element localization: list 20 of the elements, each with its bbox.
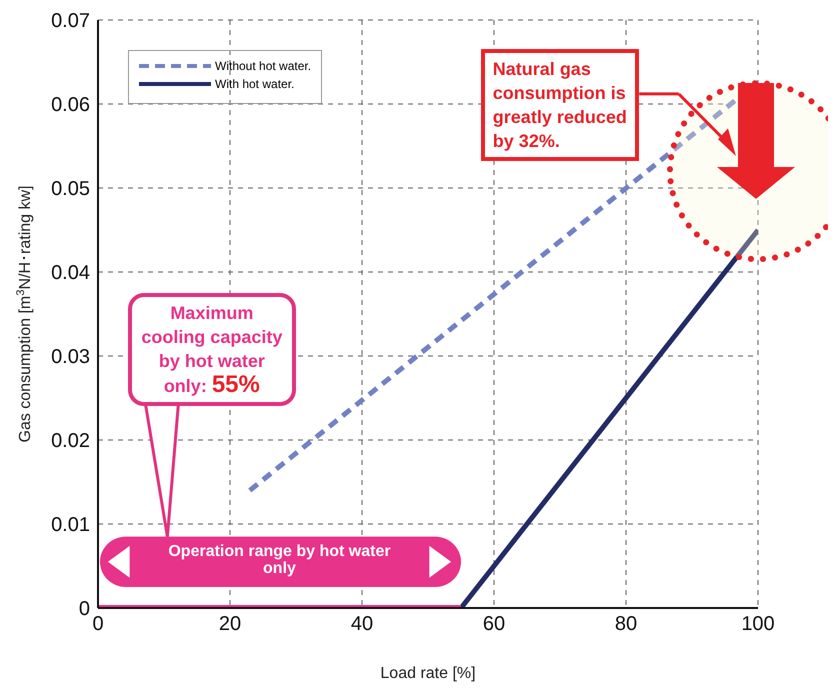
x-tick-label: 40 [350, 613, 374, 636]
y-tick-label: 0.04 [51, 262, 90, 284]
y-tick-label: 0 [78, 598, 90, 620]
x-tick-label: 20 [218, 613, 242, 636]
x-tick-label: 60 [482, 613, 506, 636]
y-tick-label: 0.01 [51, 514, 90, 536]
x-tick-label: 100 [741, 613, 775, 636]
legend-label: With hot water. [215, 77, 294, 91]
annotation: Operation range by hot water only [167, 543, 392, 578]
y-tick-label: 0.06 [51, 94, 90, 116]
x-tick-label: 80 [614, 613, 638, 636]
x-axis-title: Load rate [%] [380, 665, 476, 682]
y-tick-label: 0.02 [51, 430, 90, 452]
legend-label: Without hot water. [215, 59, 312, 73]
x-tick-label: 0 [92, 613, 104, 636]
annotation: Natural gas consumption is greatly reduced by 32%. [480, 49, 640, 162]
annotation: Maximum cooling capacity by hot water only: 55% [128, 293, 296, 406]
y-tick-label: 0.03 [51, 346, 90, 368]
y-tick-label: 0.07 [51, 10, 90, 32]
y-tick-label: 0.05 [51, 178, 90, 200]
